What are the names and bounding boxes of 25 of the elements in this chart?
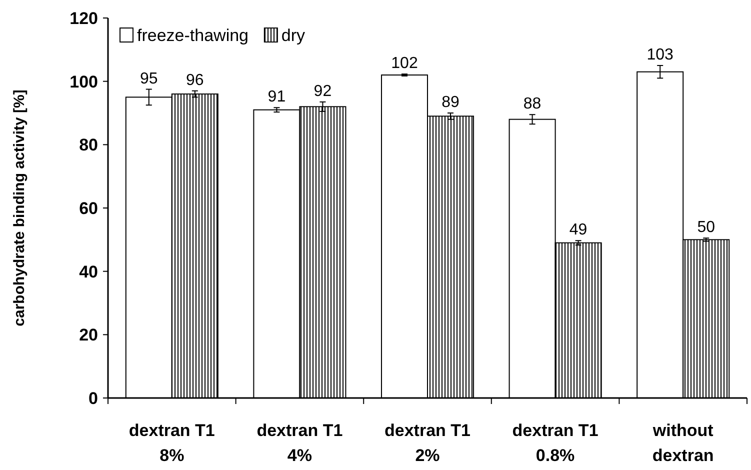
y-axis-title: carbohydrate binding activity [%] [11, 90, 28, 326]
legend-label: dry [281, 26, 306, 45]
y-tick-label: 60 [79, 199, 98, 218]
x-tick-label: dextran T1 8% [128, 421, 215, 465]
data-label: 88 [523, 96, 542, 113]
data-label: 50 [697, 219, 716, 236]
data-label: 92 [314, 82, 332, 100]
x-tick-label: dextran T1 0.8% [512, 421, 598, 465]
y-tick-label: 20 [79, 326, 98, 345]
legend-label: freeze-thawing [137, 26, 249, 45]
data-label: 103 [646, 46, 674, 64]
x-tick-label: without dextran [652, 421, 714, 465]
data-label: 96 [186, 72, 204, 89]
data-label: 49 [569, 222, 588, 239]
y-tick-label: 0 [88, 389, 98, 408]
x-tick-label: dextran T1 4% [256, 421, 343, 465]
y-tick-label: 100 [70, 72, 98, 92]
data-label: 89 [442, 94, 460, 111]
x-tick-label: dextran T1 2% [384, 421, 470, 465]
y-tick-label: 80 [79, 136, 98, 155]
y-tick-label: 120 [70, 9, 98, 28]
data-label: 91 [268, 88, 286, 106]
data-label: 95 [140, 70, 158, 88]
y-tick-label: 40 [79, 262, 98, 282]
data-label: 102 [391, 55, 418, 72]
